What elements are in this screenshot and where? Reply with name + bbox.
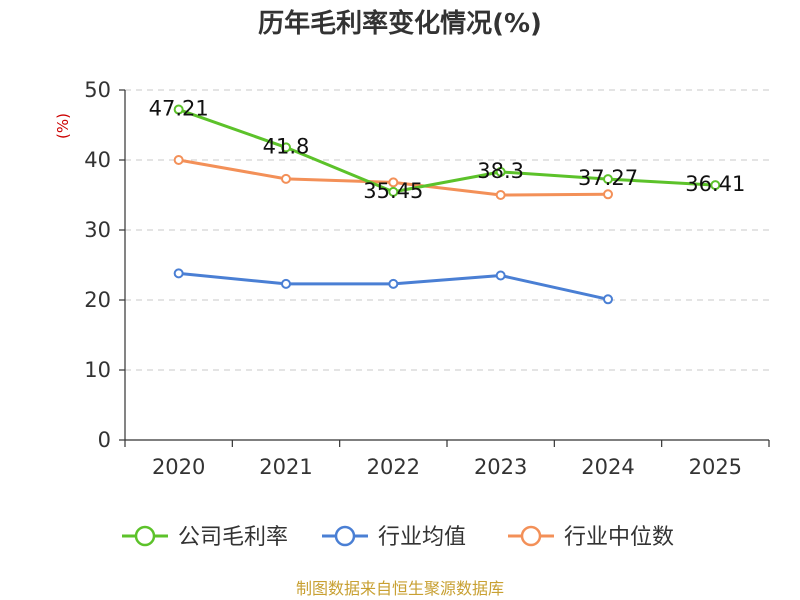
series-group (173, 104, 721, 305)
data-point (281, 278, 291, 289)
y-tick-label: 50 (84, 78, 111, 102)
legend-label: 公司毛利率 (178, 525, 288, 550)
grid-lines (125, 89, 769, 371)
data-point (603, 189, 613, 200)
y-tick-label: 0 (98, 428, 111, 452)
series-line (178, 108, 716, 194)
chart-title: 历年毛利率变化情况(%) (258, 8, 542, 39)
data-label: 41.8 (263, 134, 310, 158)
data-point (388, 278, 399, 289)
legend-label: 行业中位数 (564, 525, 674, 550)
axes (119, 89, 770, 447)
data-point (495, 166, 506, 177)
x-tick-label: 2023 (474, 455, 527, 479)
x-tick-label: 2021 (259, 455, 312, 479)
y-tick-label: 40 (84, 148, 111, 172)
legend-label: 行业均值 (378, 525, 466, 550)
data-point (603, 174, 613, 185)
data-point (603, 294, 613, 305)
data-labels: 47.21 41.8 35.45 38.3 37.27 36.41 (149, 97, 746, 203)
y-axis-label: (%) (54, 113, 72, 139)
data-label: 47.21 (149, 97, 209, 121)
legend: 公司毛利率 行业均值 行业中位数 (122, 525, 674, 550)
data-point (281, 173, 291, 184)
x-tick-label: 2025 (689, 455, 742, 479)
y-tick-label: 10 (84, 358, 111, 382)
x-tick-labels: 2020 2021 2022 2023 2024 2025 (152, 455, 742, 479)
data-point (710, 180, 721, 191)
data-label: 35.45 (363, 179, 423, 203)
legend-marker-circle (334, 525, 356, 547)
data-label: 36.41 (685, 172, 745, 196)
data-point (495, 190, 506, 200)
legend-marker-circle (134, 525, 156, 547)
data-point (173, 268, 184, 279)
source-note: 制图数据来自恒生聚源数据库 (296, 579, 504, 598)
data-point (173, 104, 184, 115)
y-tick-labels: 0 10 20 30 40 50 (84, 78, 111, 452)
y-tick-label: 20 (84, 288, 111, 312)
data-point (495, 270, 506, 281)
data-point (388, 186, 399, 197)
data-label: 38.3 (477, 159, 524, 183)
legend-marker-circle (520, 525, 542, 547)
y-tick-label: 30 (84, 218, 111, 242)
data-label: 37.27 (578, 166, 638, 190)
data-point (281, 142, 291, 153)
x-tick-label: 2022 (367, 455, 420, 479)
data-point (173, 155, 184, 165)
x-tick-label: 2020 (152, 455, 205, 479)
x-tick-label: 2024 (581, 455, 634, 479)
data-point (388, 177, 399, 188)
